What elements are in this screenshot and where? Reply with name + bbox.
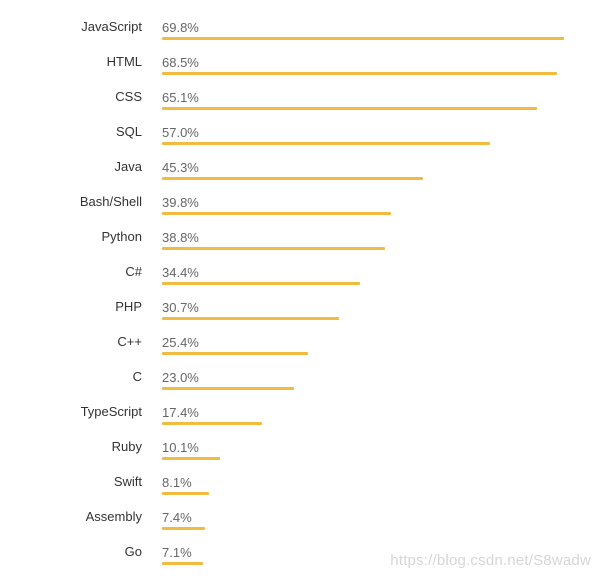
category-label: Ruby (111, 439, 142, 454)
bar-row: C 23.0% (0, 369, 599, 404)
bar-row: Swift 8.1% (0, 474, 599, 509)
value-label: 10.1% (162, 440, 199, 455)
category-label: PHP (115, 299, 142, 314)
bar (162, 387, 294, 390)
bar-row: PHP 30.7% (0, 299, 599, 334)
bar (162, 352, 308, 355)
bar-row: Ruby 10.1% (0, 439, 599, 474)
bar-row: Assembly 7.4% (0, 509, 599, 544)
bar (162, 107, 537, 110)
bar-row: SQL 57.0% (0, 124, 599, 159)
bar-row: Bash/Shell 39.8% (0, 194, 599, 229)
value-label: 69.8% (162, 20, 199, 35)
bar (162, 562, 203, 565)
value-label: 8.1% (162, 475, 192, 490)
value-label: 68.5% (162, 55, 199, 70)
bar-row: Python 38.8% (0, 229, 599, 264)
bar (162, 457, 220, 460)
bar-row: Java 45.3% (0, 159, 599, 194)
category-label: HTML (106, 54, 142, 69)
value-label: 23.0% (162, 370, 199, 385)
bar (162, 37, 564, 40)
value-label: 30.7% (162, 300, 199, 315)
bar (162, 142, 490, 145)
category-label: Assembly (85, 509, 142, 524)
value-label: 17.4% (162, 405, 199, 420)
bar-row: CSS 65.1% (0, 89, 599, 124)
bar (162, 527, 205, 530)
bar-row: C++ 25.4% (0, 334, 599, 369)
bar (162, 282, 360, 285)
bar-row: HTML 68.5% (0, 54, 599, 89)
value-label: 34.4% (162, 265, 199, 280)
bar (162, 317, 339, 320)
bar-row: Go 7.1% (0, 544, 599, 579)
category-label: Python (101, 229, 142, 244)
bar-row: C# 34.4% (0, 264, 599, 299)
bar (162, 212, 391, 215)
value-label: 65.1% (162, 90, 199, 105)
category-label: C++ (117, 334, 142, 349)
watermark: https://blog.csdn.net/S8wadw (390, 552, 591, 569)
category-label: SQL (115, 124, 142, 139)
category-label: Bash/Shell (79, 194, 142, 209)
value-label: 57.0% (162, 125, 199, 140)
category-label: TypeScript (80, 404, 142, 419)
category-label: Java (114, 159, 142, 174)
bar (162, 177, 423, 180)
category-label: C# (125, 264, 142, 279)
value-label: 7.4% (162, 510, 192, 525)
category-label: Go (124, 544, 142, 559)
category-label: JavaScript (81, 19, 142, 34)
bar (162, 72, 557, 75)
bar-row: TypeScript 17.4% (0, 404, 599, 439)
value-label: 7.1% (162, 545, 192, 560)
category-label: Swift (113, 474, 142, 489)
category-label: CSS (115, 89, 142, 104)
bar (162, 492, 209, 495)
value-label: 25.4% (162, 335, 199, 350)
value-label: 45.3% (162, 160, 199, 175)
category-label: C (132, 369, 142, 384)
bar (162, 247, 385, 250)
value-label: 39.8% (162, 195, 199, 210)
value-label: 38.8% (162, 230, 199, 245)
bar (162, 422, 262, 425)
bar-row: JavaScript 69.8% (0, 19, 599, 54)
